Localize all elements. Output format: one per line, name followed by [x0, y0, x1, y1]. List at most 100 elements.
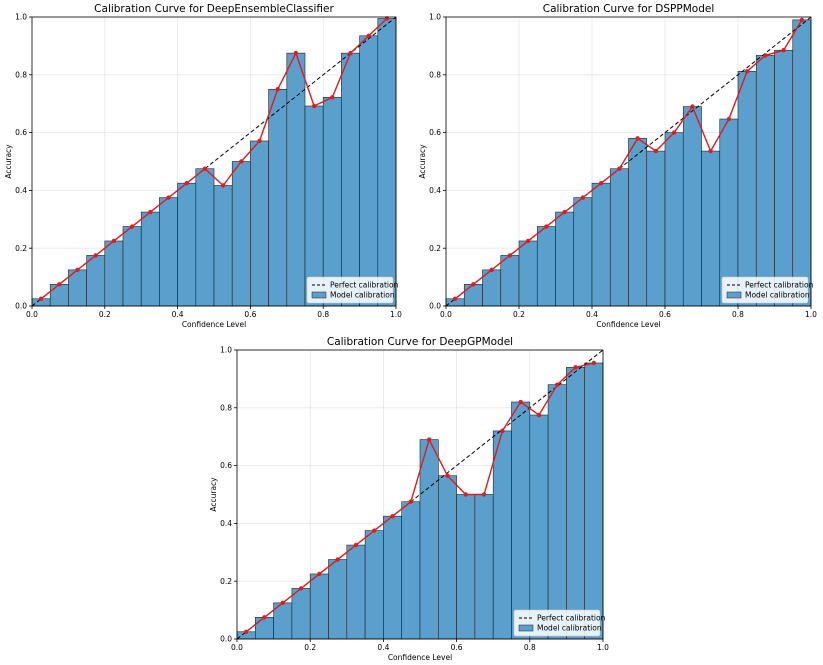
calibration-point — [262, 615, 267, 620]
calibration-point — [635, 136, 640, 141]
y-tick-label: 0.6 — [429, 128, 441, 137]
calibration-bar — [682, 106, 702, 307]
calibration-point — [75, 267, 80, 273]
x-tick-label: 0.2 — [513, 310, 525, 319]
x-tick-label: 0.4 — [172, 310, 184, 319]
legend-box — [721, 276, 809, 304]
x-axis-label: Confidence Level — [388, 653, 452, 662]
calibration-point — [708, 148, 713, 154]
calibration-point — [317, 571, 322, 577]
x-axis-label: Confidence Level — [182, 320, 246, 329]
calibration-bar — [609, 168, 629, 307]
y-tick-label: 0.0 — [220, 635, 232, 644]
y-tick-label: 0.2 — [220, 577, 232, 586]
calibration-bar — [628, 138, 648, 307]
legend-model-label: Model calibration — [745, 291, 810, 300]
calibration-point — [298, 586, 304, 591]
calibration-bar — [737, 71, 757, 307]
calibration-point — [57, 282, 62, 287]
calibration-point — [330, 95, 335, 100]
calibration-bar — [591, 182, 611, 307]
calibration-point — [38, 296, 44, 301]
calibration-bar — [511, 401, 531, 640]
x-tick-label: 0.0 — [26, 310, 38, 319]
calibration-bar — [500, 255, 520, 307]
calibration-point — [781, 48, 786, 53]
calibration-point — [598, 180, 604, 186]
legend-box — [306, 276, 394, 304]
calibration-point — [445, 473, 450, 478]
legend-perfect-label: Perfect calibration — [745, 281, 814, 290]
calibration-bar — [419, 439, 439, 640]
calibration-bar — [122, 226, 142, 307]
calibration-point — [93, 253, 98, 258]
calibration-bar — [268, 88, 288, 307]
calibration-point — [544, 224, 549, 229]
x-tick-label: 1.0 — [390, 310, 402, 319]
calibration-point — [536, 412, 542, 418]
calibration-bar — [140, 211, 160, 307]
calibration-point — [293, 50, 299, 56]
calibration-point — [257, 138, 262, 144]
legend-model-swatch — [518, 624, 534, 632]
calibration-bar — [474, 494, 494, 640]
calibration-point — [507, 253, 513, 258]
calibration-bar — [213, 185, 233, 307]
x-tick-label: 1.0 — [805, 310, 817, 319]
calibration-point — [726, 116, 732, 122]
calibration-point — [184, 180, 189, 186]
y-tick-label: 0.4 — [15, 186, 27, 195]
x-axis-label: Confidence Level — [596, 320, 660, 329]
x-tick-label: 0.0 — [231, 643, 243, 652]
calibration-point — [372, 528, 377, 533]
calibration-bar — [49, 284, 69, 307]
calibration-bar — [701, 150, 721, 307]
y-tick-label: 0.6 — [220, 461, 232, 470]
calibration-bar — [646, 150, 666, 307]
calibration-point — [690, 104, 695, 109]
calibration-bar — [328, 559, 348, 640]
y-tick-label: 0.4 — [429, 186, 441, 195]
y-axis-label: Accuracy — [209, 477, 218, 512]
calibration-bar — [304, 105, 324, 307]
calibration-bar — [195, 168, 215, 307]
calibration-point — [591, 360, 597, 366]
legend-model-label: Model calibration — [537, 624, 602, 633]
calibration-bar — [309, 573, 329, 640]
calibration-panel-1: 0.0 0.2 0.4 0.6 0.8 1.0 0.0 0.2 0.4 0.6 0.8 1.0 Cali… — [4, 3, 402, 329]
calibration-point — [799, 17, 805, 23]
y-axis-label: Accuracy — [4, 144, 13, 179]
calibration-bar — [555, 211, 575, 307]
legend-perfect-label: Perfect calibration — [537, 614, 606, 623]
calibration-bar — [401, 501, 421, 640]
x-tick-label: 0.2 — [304, 643, 316, 652]
calibration-bar — [250, 140, 269, 307]
plot-frame — [445, 16, 812, 307]
calibration-point — [463, 492, 468, 497]
calibration-point — [489, 267, 494, 273]
y-tick-label: 0.2 — [15, 244, 27, 253]
y-tick-label: 0.4 — [220, 519, 232, 528]
calibration-point — [348, 50, 353, 56]
y-tick-label: 1.0 — [15, 13, 27, 22]
calibration-point — [562, 209, 567, 215]
calibration-bar — [231, 161, 251, 307]
calibration-bar — [341, 52, 360, 307]
x-tick-label: 0.4 — [377, 643, 389, 652]
y-tick-label: 0.2 — [429, 244, 441, 253]
x-tick-label: 0.8 — [317, 310, 329, 319]
y-tick-label: 1.0 — [220, 346, 232, 355]
calibration-point — [471, 282, 476, 287]
x-tick-label: 0.4 — [586, 310, 598, 319]
calibration-bar — [86, 255, 106, 307]
calibration-point — [653, 148, 659, 154]
y-tick-label: 0.8 — [429, 70, 441, 79]
calibration-point — [243, 629, 249, 634]
calibration-point — [202, 166, 208, 171]
y-tick-label: 0.0 — [429, 302, 441, 311]
calibration-point — [573, 365, 578, 370]
calibration-point — [129, 224, 135, 229]
calibration-point — [311, 103, 317, 109]
